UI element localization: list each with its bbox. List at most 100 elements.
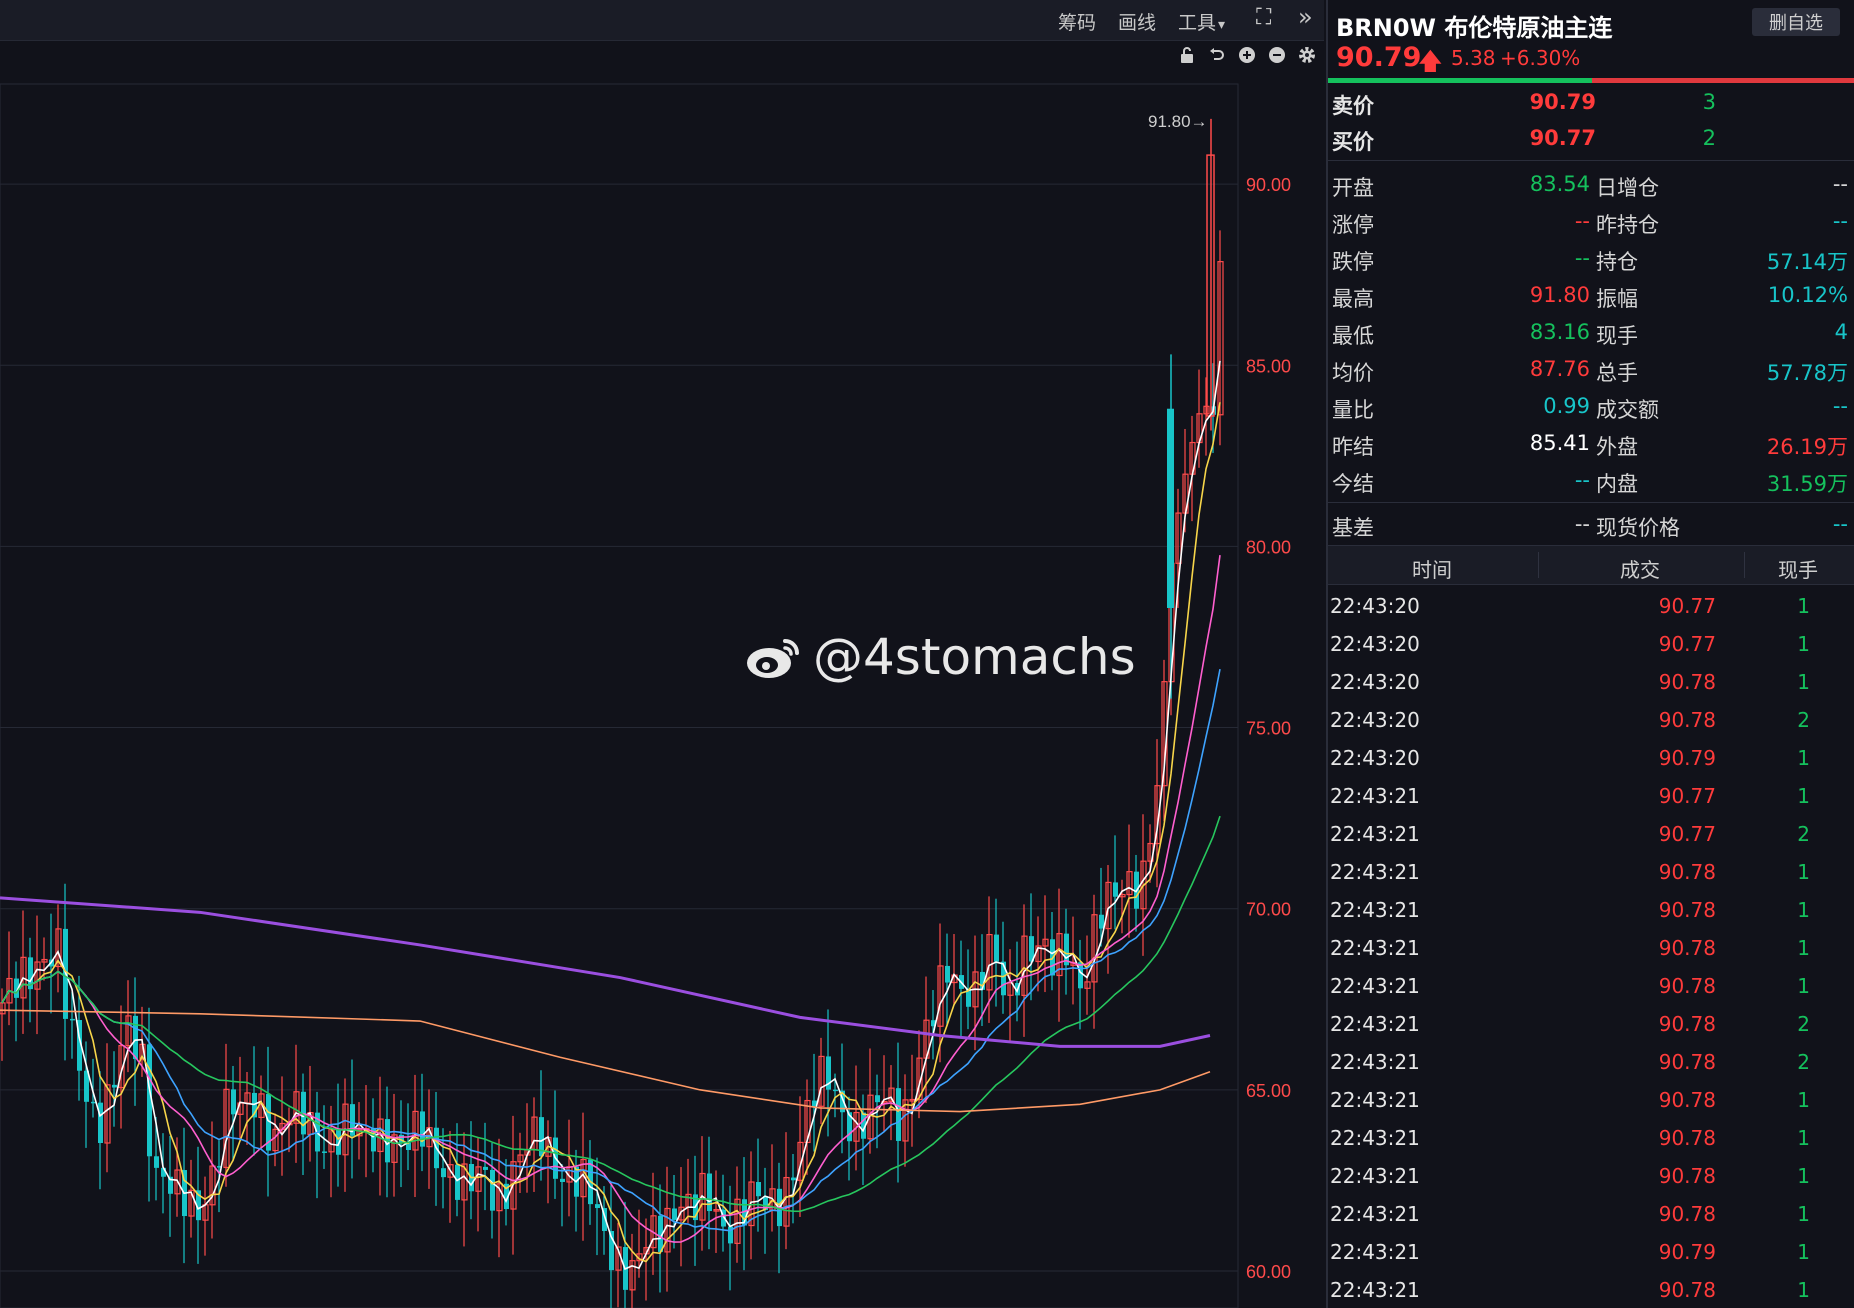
candle-down — [721, 1209, 726, 1227]
basis-value: -- — [1574, 512, 1590, 536]
candle-down — [161, 1167, 166, 1177]
candle-down — [1099, 914, 1104, 929]
trade-time: 22:43:21 — [1330, 1050, 1420, 1074]
candle-down — [602, 1208, 607, 1232]
candle-up — [937, 965, 944, 1027]
trade-row[interactable]: 22:43:20 90.78 1 — [1328, 662, 1854, 700]
trade-row[interactable]: 22:43:21 90.78 1 — [1328, 1156, 1854, 1194]
trade-row[interactable]: 22:43:21 90.78 1 — [1328, 1118, 1854, 1156]
candle-down — [98, 1102, 103, 1144]
trade-volume: 1 — [1797, 1126, 1810, 1150]
gear-icon[interactable] — [1296, 44, 1318, 66]
trade-row[interactable]: 22:43:21 90.78 1 — [1328, 928, 1854, 966]
y-axis-tick-label: 90.00 — [1246, 175, 1291, 195]
trade-time: 22:43:21 — [1330, 898, 1420, 922]
trade-price: 90.78 — [1658, 670, 1716, 694]
candle-down — [336, 1129, 341, 1155]
kline-chart-pane[interactable]: 90.00 85.00 80.00 75.00 70.00 65.00 60.00 91.80… — [0, 0, 1324, 1308]
candle-down — [609, 1231, 614, 1271]
col-time[interactable]: 时间 — [1412, 558, 1452, 582]
candle-up — [818, 1055, 825, 1107]
candle-up — [1042, 938, 1049, 947]
stat-label: 成交额 — [1596, 398, 1659, 422]
stat-label: 内盘 — [1596, 472, 1638, 496]
candle-up — [475, 1166, 482, 1192]
candle-down — [77, 1020, 82, 1071]
candle-up — [797, 1141, 804, 1181]
trade-row[interactable]: 22:43:20 90.79 1 — [1328, 738, 1854, 776]
zoom-out-icon[interactable] — [1266, 44, 1288, 66]
trade-row[interactable]: 22:43:21 90.79 1 — [1328, 1232, 1854, 1270]
trade-price: 90.78 — [1658, 1012, 1716, 1036]
high-price-marker: 91.80→ — [1148, 112, 1208, 131]
candle-down — [1113, 882, 1118, 897]
candle-down — [861, 1112, 866, 1139]
remove-watchlist-button[interactable]: 删自选 — [1752, 8, 1840, 36]
trade-row[interactable]: 22:43:21 90.78 1 — [1328, 852, 1854, 890]
trade-row[interactable]: 22:43:21 90.77 1 — [1328, 776, 1854, 814]
trade-row[interactable]: 22:43:21 90.78 1 — [1328, 890, 1854, 928]
candle-down — [791, 1177, 796, 1181]
tools-button[interactable]: 工具 ▾ — [1178, 8, 1225, 35]
ma20-line — [1, 555, 1221, 1243]
last-price: 90.79 — [1336, 42, 1422, 73]
candle-down — [1078, 962, 1083, 989]
trade-row[interactable]: 22:43:21 90.78 1 — [1328, 966, 1854, 1004]
chips-button[interactable]: 筹码 — [1058, 12, 1097, 34]
trade-row[interactable]: 22:43:21 90.78 1 — [1328, 1194, 1854, 1232]
draw-line-button[interactable]: 画线 — [1118, 12, 1157, 34]
candle-down — [756, 1182, 761, 1197]
trade-row[interactable]: 22:43:20 90.77 1 — [1328, 624, 1854, 662]
candle-down — [672, 1208, 677, 1220]
trade-price: 90.79 — [1658, 1240, 1716, 1264]
trade-row[interactable]: 22:43:21 90.77 2 — [1328, 814, 1854, 852]
quote-panel: BRN0W 布伦特原油主连 删自选 90.79 🡅 5.38 +6.30% 卖价… — [1326, 0, 1854, 1308]
trade-row[interactable]: 22:43:21 90.78 2 — [1328, 1042, 1854, 1080]
candle-down — [728, 1226, 733, 1244]
stat-value: 87.76 — [1529, 357, 1590, 381]
trade-time: 22:43:20 — [1330, 594, 1420, 618]
candle-down — [14, 978, 19, 998]
candle-up — [678, 1206, 685, 1221]
price-chart[interactable]: 90.00 85.00 80.00 75.00 70.00 65.00 60.00 91.80… — [0, 0, 1324, 1308]
candle-down — [1064, 933, 1069, 966]
stat-label: 昨持仓 — [1596, 213, 1659, 237]
trade-volume: 1 — [1797, 898, 1810, 922]
trade-time: 22:43:21 — [1330, 1240, 1420, 1264]
fullscreen-icon[interactable]: ⛶ — [1256, 5, 1272, 30]
stats-row: 开盘 83.54 日增仓 -- — [1328, 166, 1854, 202]
trade-row[interactable]: 22:43:21 90.78 2 — [1328, 1004, 1854, 1042]
undo-icon[interactable] — [1206, 44, 1228, 66]
col-volume[interactable]: 现手 — [1778, 558, 1818, 582]
candle-down — [812, 1100, 817, 1107]
candle-up — [888, 1087, 895, 1103]
candle-down — [406, 1142, 411, 1151]
candle-up — [34, 961, 41, 990]
candle-up — [188, 1189, 195, 1217]
trade-time: 22:43:20 — [1330, 746, 1420, 770]
candle-up — [293, 1091, 300, 1124]
chart-toolbar: 筹码 画线 工具 ▾ ⛶ » — [0, 0, 1324, 41]
candle-up — [412, 1110, 419, 1151]
trade-volume: 1 — [1797, 974, 1810, 998]
zoom-in-icon[interactable] — [1236, 44, 1258, 66]
trade-time: 22:43:21 — [1330, 936, 1420, 960]
expand-panel-icon[interactable]: » — [1298, 3, 1313, 31]
lock-icon[interactable] — [1176, 44, 1198, 66]
stat-value: 57.78万 — [1766, 361, 1848, 385]
candle-down — [322, 1151, 327, 1153]
candle-up — [447, 1164, 454, 1178]
bid-volume: 2 — [1702, 126, 1716, 150]
trade-row[interactable]: 22:43:20 90.77 1 — [1328, 586, 1854, 624]
col-price[interactable]: 成交 — [1620, 558, 1660, 582]
stat-value: 31.59万 — [1766, 472, 1848, 496]
trade-row[interactable]: 22:43:20 90.78 2 — [1328, 700, 1854, 738]
candle-down — [1167, 408, 1174, 608]
trade-row[interactable]: 22:43:21 90.78 1 — [1328, 1080, 1854, 1118]
trade-volume: 2 — [1797, 822, 1810, 846]
trade-row[interactable]: 22:43:21 90.78 1 — [1328, 1270, 1854, 1308]
candle-down — [483, 1166, 488, 1170]
chart-subtools — [1176, 42, 1318, 68]
trade-price: 90.79 — [1658, 746, 1716, 770]
